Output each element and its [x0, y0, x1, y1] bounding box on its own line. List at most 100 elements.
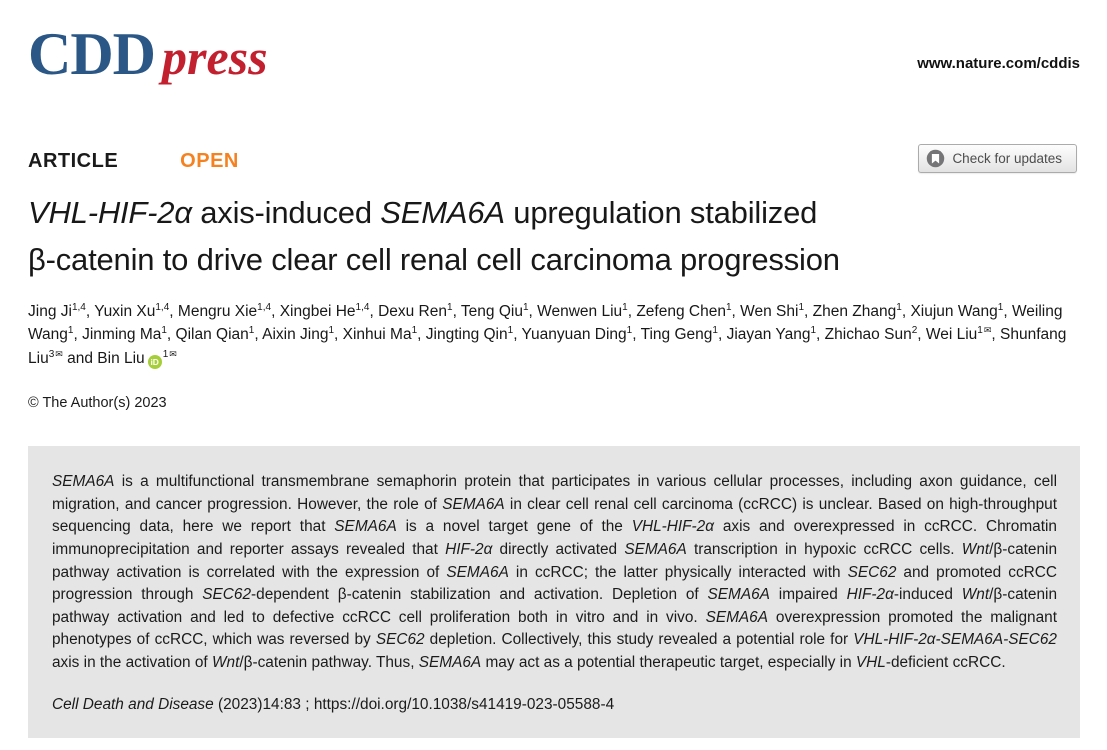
author: Bin Liu iD1✉: [97, 348, 177, 369]
copyright-notice: © The Author(s) 2023: [28, 394, 167, 411]
author-name: Weiling Wang: [28, 303, 1063, 344]
article-type-row: ARTICLE OPEN Check for updates: [28, 144, 1080, 173]
author-name: Zhichao Sun: [824, 326, 912, 344]
author-name: Xinhui Ma: [342, 326, 412, 344]
author: Yuanyuan Ding1,: [521, 325, 641, 344]
citation-volume-page: (2023)14:83 ;: [213, 695, 314, 713]
check-for-updates-label: Check for updates: [952, 151, 1062, 166]
author-affiliation-superscript: 3: [48, 348, 55, 360]
author: Shunfang Liu3✉ and: [28, 326, 1066, 366]
author-affiliation-superscript: 2: [911, 325, 918, 337]
author-name: Jingting Qin: [425, 326, 508, 344]
author-affiliation-superscript: 1: [997, 302, 1004, 314]
author-name: Wei Liu: [925, 326, 978, 344]
journal-url[interactable]: www.nature.com/cddis: [917, 55, 1080, 72]
author-separator: ,: [632, 326, 641, 344]
article-title: VHL-HIF-2α axis-induced SEMA6A upregulat…: [28, 189, 1080, 283]
author-name: Shunfang Liu: [28, 326, 1067, 367]
author: Ting Geng1,: [640, 325, 727, 344]
author-name: Dexu Ren: [378, 303, 447, 321]
author-affiliation-superscript: 1,4: [155, 302, 170, 314]
author-affiliation-superscript: 1: [522, 302, 529, 314]
author-separator: ,: [369, 303, 379, 321]
author-separator: ,: [271, 303, 280, 321]
author-affiliation-superscript: 1: [447, 302, 453, 314]
article-header-section: ARTICLE OPEN Check for updates VHL-HIF-2…: [28, 144, 1080, 738]
author: Zhichao Sun2,: [824, 325, 926, 344]
author-name: Xiujun Wang: [910, 303, 998, 321]
author: Xiujun Wang1,: [910, 302, 1012, 321]
title-line-1: VHL-HIF-2α axis-induced SEMA6A upregulat…: [28, 195, 818, 230]
author: Xinhui Ma1,: [342, 325, 426, 344]
author: Yuxin Xu1,4,: [94, 302, 178, 321]
author-name: Jing Ji: [28, 303, 72, 321]
check-for-updates-button[interactable]: Check for updates: [918, 144, 1077, 173]
email-icon[interactable]: ✉: [983, 325, 992, 336]
author-affiliation-superscript: 1: [162, 348, 169, 360]
author-separator: ,: [1003, 303, 1012, 321]
title-line-2: β-catenin to drive clear cell renal cell…: [28, 242, 840, 278]
author-name: Zhen Zhang: [812, 303, 897, 321]
citation-journal-name: Cell Death and Disease: [52, 695, 214, 713]
author: Zhen Zhang1,: [812, 302, 911, 321]
author: Wen Shi1,: [740, 302, 813, 321]
author-affiliation-superscript: 1: [626, 325, 633, 337]
author: Jiayan Yang1,: [726, 325, 825, 344]
author-affiliation-superscript: 1: [896, 302, 902, 314]
email-icon[interactable]: ✉: [169, 348, 177, 359]
email-icon[interactable]: ✉: [55, 348, 63, 359]
author: Teng Qiu1,: [460, 302, 538, 321]
author-name: Wen Shi: [740, 303, 799, 321]
doi-link[interactable]: https://doi.org/10.1038/s41419-023-05588…: [313, 695, 615, 713]
author-name: Zefeng Chen: [636, 303, 726, 321]
author-affiliation-superscript: 1: [977, 325, 983, 337]
author-affiliation-superscript: 1: [622, 302, 628, 314]
author: Aixin Jing1,: [262, 325, 343, 344]
author-separator: ,: [166, 326, 176, 344]
author-name: Wenwen Liu: [537, 303, 623, 321]
author-name: Yuxin Xu: [94, 303, 156, 321]
author-affiliation-superscript: 1: [507, 325, 514, 337]
author: Weiling Wang1,: [28, 303, 1062, 343]
author-separator: ,: [528, 303, 538, 321]
author: Xingbei He1,4,: [279, 302, 379, 321]
author-separator: ,: [85, 303, 95, 321]
abstract-text: SEMA6A is a multifunctional transmembran…: [52, 472, 1058, 672]
author-affiliation-superscript: 1: [161, 325, 167, 337]
author-affiliation-superscript: 1: [328, 325, 335, 337]
author-name: Ting Geng: [640, 326, 713, 344]
author-name: Bin Liu: [97, 349, 145, 367]
author: Jingting Qin1,: [425, 325, 522, 344]
author: Qilan Qian1,: [175, 325, 263, 344]
author-affiliation-superscript: 1: [712, 325, 718, 337]
author-affiliation-superscript: 1: [798, 302, 805, 314]
author-affiliation-superscript: 1,4: [71, 302, 86, 314]
author-separator: ,: [73, 326, 83, 344]
author-name: Jiayan Yang: [726, 326, 811, 344]
author-affiliation-superscript: 1: [248, 325, 255, 337]
author-name: Aixin Jing: [262, 326, 329, 344]
orcid-icon[interactable]: iD: [147, 354, 162, 369]
cdd-press-logo: CDD press: [28, 24, 268, 84]
author-name: Mengru Xie: [177, 303, 258, 321]
citation-line: Cell Death and Disease (2023)14:83 ; htt…: [52, 696, 1057, 714]
author-separator: ,: [334, 326, 343, 344]
author: Wei Liu1✉,: [925, 325, 1001, 344]
author-affiliation-superscript: 1,4: [355, 302, 370, 314]
author-name: Yuanyuan Ding: [521, 326, 627, 344]
author-affiliation-superscript: 1: [725, 302, 732, 314]
author-affiliation-superscript: 1: [411, 325, 418, 337]
author-name: Qilan Qian: [175, 326, 249, 344]
author-separator: ,: [816, 326, 825, 344]
article-type-label: ARTICLE: [28, 150, 119, 172]
author-name: Teng Qiu: [460, 303, 523, 321]
author-separator: ,: [717, 326, 727, 344]
author-separator: ,: [991, 326, 1001, 344]
author-name: Xingbei He: [279, 303, 356, 321]
author: Mengru Xie1,4,: [177, 303, 280, 321]
author: Jinming Ma1,: [82, 325, 176, 344]
author: Jing Ji1,4,: [28, 302, 95, 321]
author: Dexu Ren1,: [378, 302, 461, 321]
author-affiliation-superscript: 1: [810, 325, 817, 337]
